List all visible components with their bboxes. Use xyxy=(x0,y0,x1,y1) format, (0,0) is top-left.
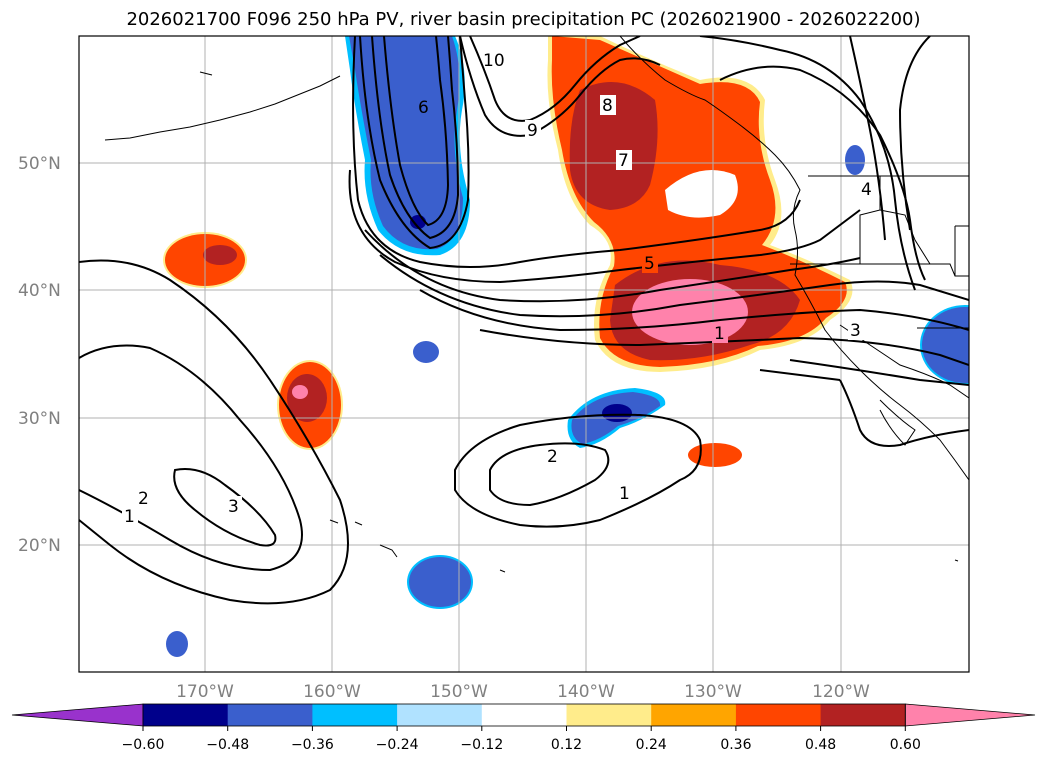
lat-label-30n: 30°N xyxy=(18,409,61,429)
colorbar-extend-min xyxy=(11,703,144,727)
neg-spot-coast xyxy=(845,145,865,175)
colorbar-tick-label: 0.24 xyxy=(636,737,667,753)
pv-label-4: 4 xyxy=(861,180,872,200)
neg-blob-south-core xyxy=(602,404,632,422)
pos-max-coast xyxy=(632,279,748,345)
lon-labels: 170°W 160°W 150°W 140°W 130°W 120°W xyxy=(176,682,870,702)
colorbar-segment xyxy=(143,704,229,726)
pos-blob-small xyxy=(688,443,742,467)
pv-label-3-west: 3 xyxy=(228,497,239,517)
colorbar xyxy=(11,703,1036,727)
colorbar-segment xyxy=(312,704,398,726)
colorbar-segment xyxy=(397,704,483,726)
lon-label-120w: 120°W xyxy=(812,682,870,702)
colorbar-tick-label: −0.36 xyxy=(291,737,334,753)
neg-blob-hawaii-mid xyxy=(409,557,471,607)
pv-label-10: 10 xyxy=(483,51,505,71)
colorbar-tick-label: 0.48 xyxy=(805,737,836,753)
colorbar-tick-label: 0.36 xyxy=(720,737,751,753)
map-frame xyxy=(78,35,970,673)
colorbar-segment xyxy=(227,704,313,726)
colorbar-tick-label: −0.24 xyxy=(376,737,419,753)
colorbar-segment xyxy=(735,704,822,726)
neg-spot-southwest xyxy=(166,631,188,657)
lon-label-170w: 170°W xyxy=(176,682,234,702)
lon-label-150w: 150°W xyxy=(430,682,488,702)
colorbar-extend-max xyxy=(904,703,1036,727)
lat-label-20n: 20°N xyxy=(18,536,61,556)
pv-label-1-coast: 1 xyxy=(714,324,725,344)
lon-label-140w: 140°W xyxy=(557,682,615,702)
colorbar-segment xyxy=(481,704,567,726)
neg-blob-east-mid xyxy=(922,307,969,383)
colorbar-ticks: −0.60 −0.48 −0.36 −0.24 −0.12 0.12 0.24 0.36 0.4… xyxy=(122,726,921,753)
colorbar-segment xyxy=(566,704,652,726)
pv-contours xyxy=(79,36,969,605)
pos-region-gap xyxy=(665,170,738,218)
colorbar-outline xyxy=(142,703,906,727)
pos-blob-west-core xyxy=(203,245,237,265)
lon-label-130w: 130°W xyxy=(684,682,742,702)
pv-label-2: 2 xyxy=(547,447,558,467)
colorbar-segment xyxy=(820,704,906,726)
pv-label-8: 8 xyxy=(602,96,613,116)
gridlines xyxy=(79,36,969,672)
lat-label-40n: 40°N xyxy=(18,281,61,301)
neg-spot-central xyxy=(413,341,439,363)
pv-label-1-west: 1 xyxy=(124,507,135,527)
pv-label-5: 5 xyxy=(644,254,655,274)
map-title: 2026021700 F096 250 hPa PV, river basin … xyxy=(126,9,921,30)
pv-label-6: 6 xyxy=(418,98,429,118)
colorbar-tick-label: −0.60 xyxy=(122,737,165,753)
colorbar-tick-label: 0.12 xyxy=(551,737,582,753)
pv-label-2-west: 2 xyxy=(138,489,149,509)
shaded-field xyxy=(163,36,969,657)
map-area: 10 9 8 7 6 5 4 3 3 2 2 1 1 1 xyxy=(79,36,969,672)
colorbar-tick-label: 0.60 xyxy=(890,737,921,753)
pv-contour-labels: 10 9 8 7 6 5 4 3 3 2 2 1 1 1 xyxy=(122,50,875,527)
pos-blob-central-max xyxy=(292,385,308,399)
colorbar-segment xyxy=(651,704,737,726)
pv-label-9: 9 xyxy=(527,121,538,141)
pv-label-1: 1 xyxy=(619,484,630,504)
lat-label-50n: 50°N xyxy=(18,154,61,174)
lon-label-160w: 160°W xyxy=(303,682,361,702)
colorbar-tick-label: −0.12 xyxy=(460,737,503,753)
coastlines xyxy=(104,36,969,573)
colorbar-tick-label: −0.48 xyxy=(206,737,249,753)
pv-label-7: 7 xyxy=(618,151,629,171)
pos-region-coast-strong-north xyxy=(569,82,658,210)
pv-label-3: 3 xyxy=(850,321,861,341)
lat-labels: 50°N 40°N 30°N 20°N xyxy=(18,154,61,556)
